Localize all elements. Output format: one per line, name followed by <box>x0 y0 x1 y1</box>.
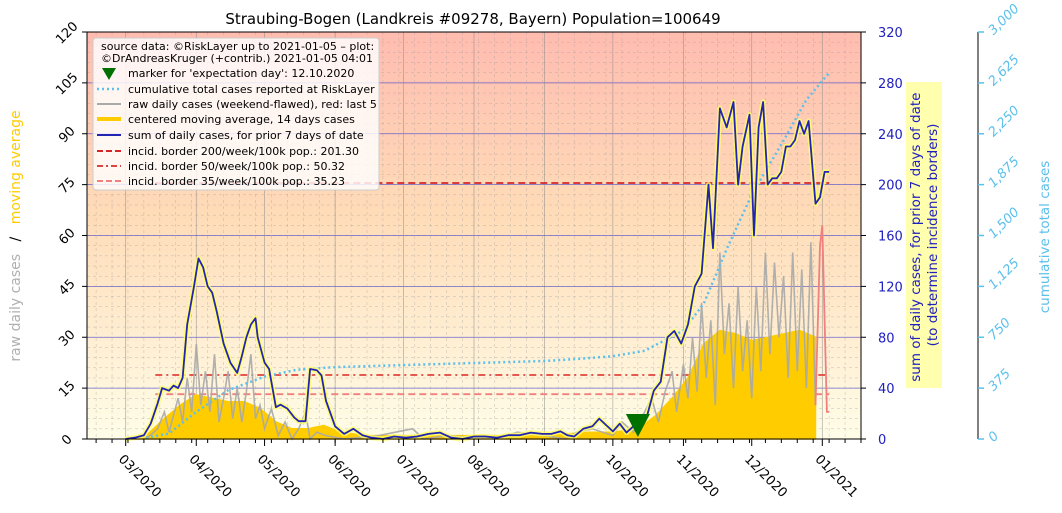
right-axis-label-line1: sum of daily cases, for prior 7 days of … <box>908 93 924 382</box>
x-axis-tick-label: 11/2020 <box>673 452 722 501</box>
far-right-axis-tick-label: 750 <box>986 315 1014 343</box>
left-axis-tick-label: 105 <box>53 70 81 98</box>
x-axis-tick-label: 08/2020 <box>463 452 512 501</box>
legend-source-line2: ©DrAndreasKruger (+contrib.) 2021-01-05 … <box>101 52 373 65</box>
right-axis-label-box <box>906 82 942 388</box>
legend-entry-border-200: incid. border 200/week/100k pop.: 201.30 <box>128 145 359 158</box>
legend-entry-expectation: marker for 'expectation day': 12.10.2020 <box>128 67 354 80</box>
far-right-axis-tick-label: 1,500 <box>986 205 1023 242</box>
far-right-axis-tick-label: 0 <box>986 429 1002 445</box>
left-axis-tick-label: 15 <box>56 378 78 400</box>
left-axis-tick-label: 75 <box>56 175 78 197</box>
right-axis-tick-label: 200 <box>878 179 903 194</box>
right-axis-tick-label: 160 <box>878 230 903 245</box>
legend-entry-raw: raw daily cases (weekend-flawed), red: l… <box>128 98 377 111</box>
right-axis-tick-label: 280 <box>878 77 903 92</box>
right-axis-tick-label: 0 <box>878 433 886 448</box>
legend-entry-border-35: incid. border 35/week/100k pop.: 35.23 <box>128 175 345 188</box>
far-right-axis-tick-label: 2,625 <box>986 52 1023 89</box>
left-axis-tick-label: 90 <box>56 124 78 146</box>
svg-text:sum of daily cases, for prior: sum of daily cases, for prior 7 days of … <box>908 88 941 382</box>
svg-text:raw daily cases /: raw daily cases / moving average <box>8 110 24 361</box>
legend-entry-cumulative: cumulative total cases reported at RiskL… <box>128 83 375 96</box>
chart-title: Straubing-Bogen (Landkreis #09278, Bayer… <box>225 10 720 28</box>
expectation-day-marker <box>625 414 650 437</box>
series-layer <box>125 71 831 442</box>
right-axis-tick-label: 240 <box>878 128 903 143</box>
x-axis: 03/2020 04/2020 05/2020 06/2020 07/2020 08/20… <box>95 439 862 501</box>
x-axis-tick-label: 12/2020 <box>741 452 790 501</box>
left-axis-label-sep: / <box>8 236 24 241</box>
far-right-axis-tick-label: 3,000 <box>986 1 1023 38</box>
right-axis: 0 40 80 120 160 200 240 280 320 <box>860 26 903 448</box>
far-right-axis-label: cumulative total cases <box>1037 161 1053 314</box>
x-axis-tick-label: 01/2021 <box>812 452 861 501</box>
right-axis-tick-label: 120 <box>878 280 903 295</box>
sum7-line <box>125 101 830 440</box>
right-axis-tick-label: 320 <box>878 26 903 41</box>
left-axis-tick-label: 45 <box>56 277 78 299</box>
legend-marker-triangle-icon <box>102 68 116 80</box>
far-right-axis-tick-label: 375 <box>986 366 1014 394</box>
right-axis-tick-label: 80 <box>878 331 895 346</box>
right-axis-label: sum of daily cases, for prior 7 days of … <box>908 88 941 382</box>
left-axis: 0 15 30 45 60 75 90 105 120 <box>53 19 88 449</box>
legend-entry-moving-average: centered moving average, 14 days cases <box>128 113 355 126</box>
far-right-axis-tick-label: 2,250 <box>986 103 1023 140</box>
far-right-axis-tick-label: 1,875 <box>986 154 1023 191</box>
x-axis-tick-label: 09/2020 <box>534 452 583 501</box>
x-axis-tick-label: 05/2020 <box>254 452 303 501</box>
x-axis-tick-label: 03/2020 <box>115 452 164 501</box>
x-axis-tick-label: 10/2020 <box>602 452 651 501</box>
left-axis-tick-label: 0 <box>59 432 75 448</box>
far-right-axis: 0 375 750 1,125 1,500 1,875 2,250 2,625 3,000 <box>977 1 1023 445</box>
legend: source data: ©RiskLayer up to 2021-01-05… <box>92 37 380 191</box>
x-axis-tick-label: 04/2020 <box>186 452 235 501</box>
left-axis-tick-label: 60 <box>56 226 78 248</box>
left-axis-tick-label: 30 <box>56 327 78 349</box>
legend-entry-border-50: incid. border 50/week/100k pop.: 50.32 <box>128 160 345 173</box>
legend-source-line1: source data: ©RiskLayer up to 2021-01-05… <box>101 40 374 53</box>
legend-entry-sum7: sum of daily cases, for prior 7 days of … <box>128 129 364 142</box>
right-axis-label-line2: (to determine incidence borders) <box>925 124 941 347</box>
far-right-axis-label-group: cumulative total cases <box>1037 161 1053 314</box>
left-axis-tick-label: 120 <box>53 19 81 47</box>
left-axis-label: raw daily cases / moving average <box>8 110 24 361</box>
legend-box <box>92 37 380 191</box>
x-axis-tick-label: 07/2020 <box>393 452 442 501</box>
far-right-axis-tick-label: 1,125 <box>986 256 1023 293</box>
raw-daily-cases-last5-line <box>814 225 830 413</box>
left-axis-label-raw: raw daily cases <box>8 254 24 362</box>
left-axis-label-avg: moving average <box>8 110 24 224</box>
x-axis-tick-label: 06/2020 <box>324 452 373 501</box>
right-axis-tick-label: 40 <box>878 382 895 397</box>
